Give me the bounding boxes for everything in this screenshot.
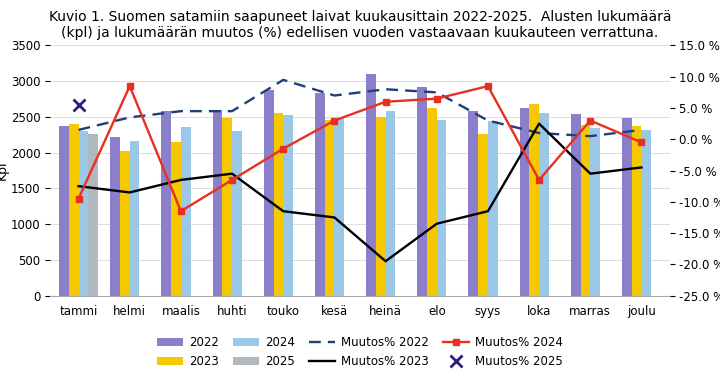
Bar [232,130,242,296]
Muutos% 2024 [125,84,134,88]
Muutos% 2023 [279,209,287,213]
Muutos% 2024 [176,209,185,213]
Muutos% 2022 [330,93,338,98]
Bar [418,87,427,296]
Muutos% 2024 [382,100,390,104]
Line: Muutos% 2023: Muutos% 2023 [78,124,642,261]
Bar [78,131,89,296]
Bar [274,113,283,296]
Muutos% 2022 [586,134,595,138]
Muutos% 2024 [637,140,646,145]
Bar [571,114,580,296]
Muutos% 2022 [125,115,134,120]
Bar [283,115,293,296]
Muutos% 2023 [433,221,441,226]
Muutos% 2024 [74,196,83,201]
Bar [478,134,488,296]
Bar [386,111,395,296]
Bar [264,90,274,296]
Muutos% 2023 [535,121,544,126]
Muutos% 2024 [535,178,544,182]
Bar [520,108,529,296]
Muutos% 2023 [330,215,338,220]
Muutos% 2023 [586,171,595,176]
Muutos% 2022 [228,109,236,113]
Bar [69,124,78,296]
Muutos% 2023 [74,184,83,188]
Muutos% 2024 [586,118,595,123]
Bar [427,108,437,296]
Bar [315,92,325,296]
Bar [161,111,171,296]
Muutos% 2022 [637,128,646,132]
Bar [222,118,232,296]
Bar [539,113,549,296]
Bar [366,74,376,296]
Bar [89,134,98,296]
Bar [59,126,69,296]
Bar [590,128,600,296]
Muutos% 2022 [484,118,492,123]
Bar [120,151,130,296]
Muutos% 2023 [484,209,492,213]
Title: Kuvio 1. Suomen satamiin saapuneet laivat kuukausittain 2022-2025.  Alusten luku: Kuvio 1. Suomen satamiin saapuneet laiva… [49,10,671,40]
Bar [642,130,651,296]
Muutos% 2023 [125,190,134,195]
Line: Muutos% 2022: Muutos% 2022 [78,80,642,136]
Bar [325,120,334,296]
Muutos% 2022 [74,128,83,132]
Muutos% 2024 [484,84,492,88]
Bar [110,137,120,296]
Bar [212,110,222,296]
Bar [376,117,386,296]
Bar [631,126,642,296]
Y-axis label: Kpl: Kpl [0,161,8,180]
Muutos% 2023 [228,171,236,176]
Muutos% 2022 [433,90,441,95]
Bar [181,127,191,296]
Muutos% 2022 [382,87,390,92]
Muutos% 2024 [330,118,338,123]
Muutos% 2023 [176,178,185,182]
Bar [580,125,590,296]
Bar [622,118,631,296]
Muutos% 2024 [279,146,287,151]
Bar [529,104,539,296]
Muutos% 2022 [279,78,287,82]
Bar [437,120,446,296]
Muutos% 2024 [433,96,441,101]
Bar [334,117,344,296]
Muutos% 2023 [637,165,646,170]
Muutos% 2022 [176,109,185,113]
Muutos% 2023 [382,259,390,263]
Line: Muutos% 2024: Muutos% 2024 [76,83,644,214]
Legend: 2022, 2023, 2024, 2025, Muutos% 2022, Muutos% 2023, Muutos% 2024, Muutos% 2025: 2022, 2023, 2024, 2025, Muutos% 2022, Mu… [153,332,567,373]
Bar [488,121,498,296]
Bar [469,111,478,296]
Bar [130,141,140,296]
Muutos% 2024 [228,178,236,182]
Muutos% 2022 [535,131,544,135]
Bar [171,142,181,296]
